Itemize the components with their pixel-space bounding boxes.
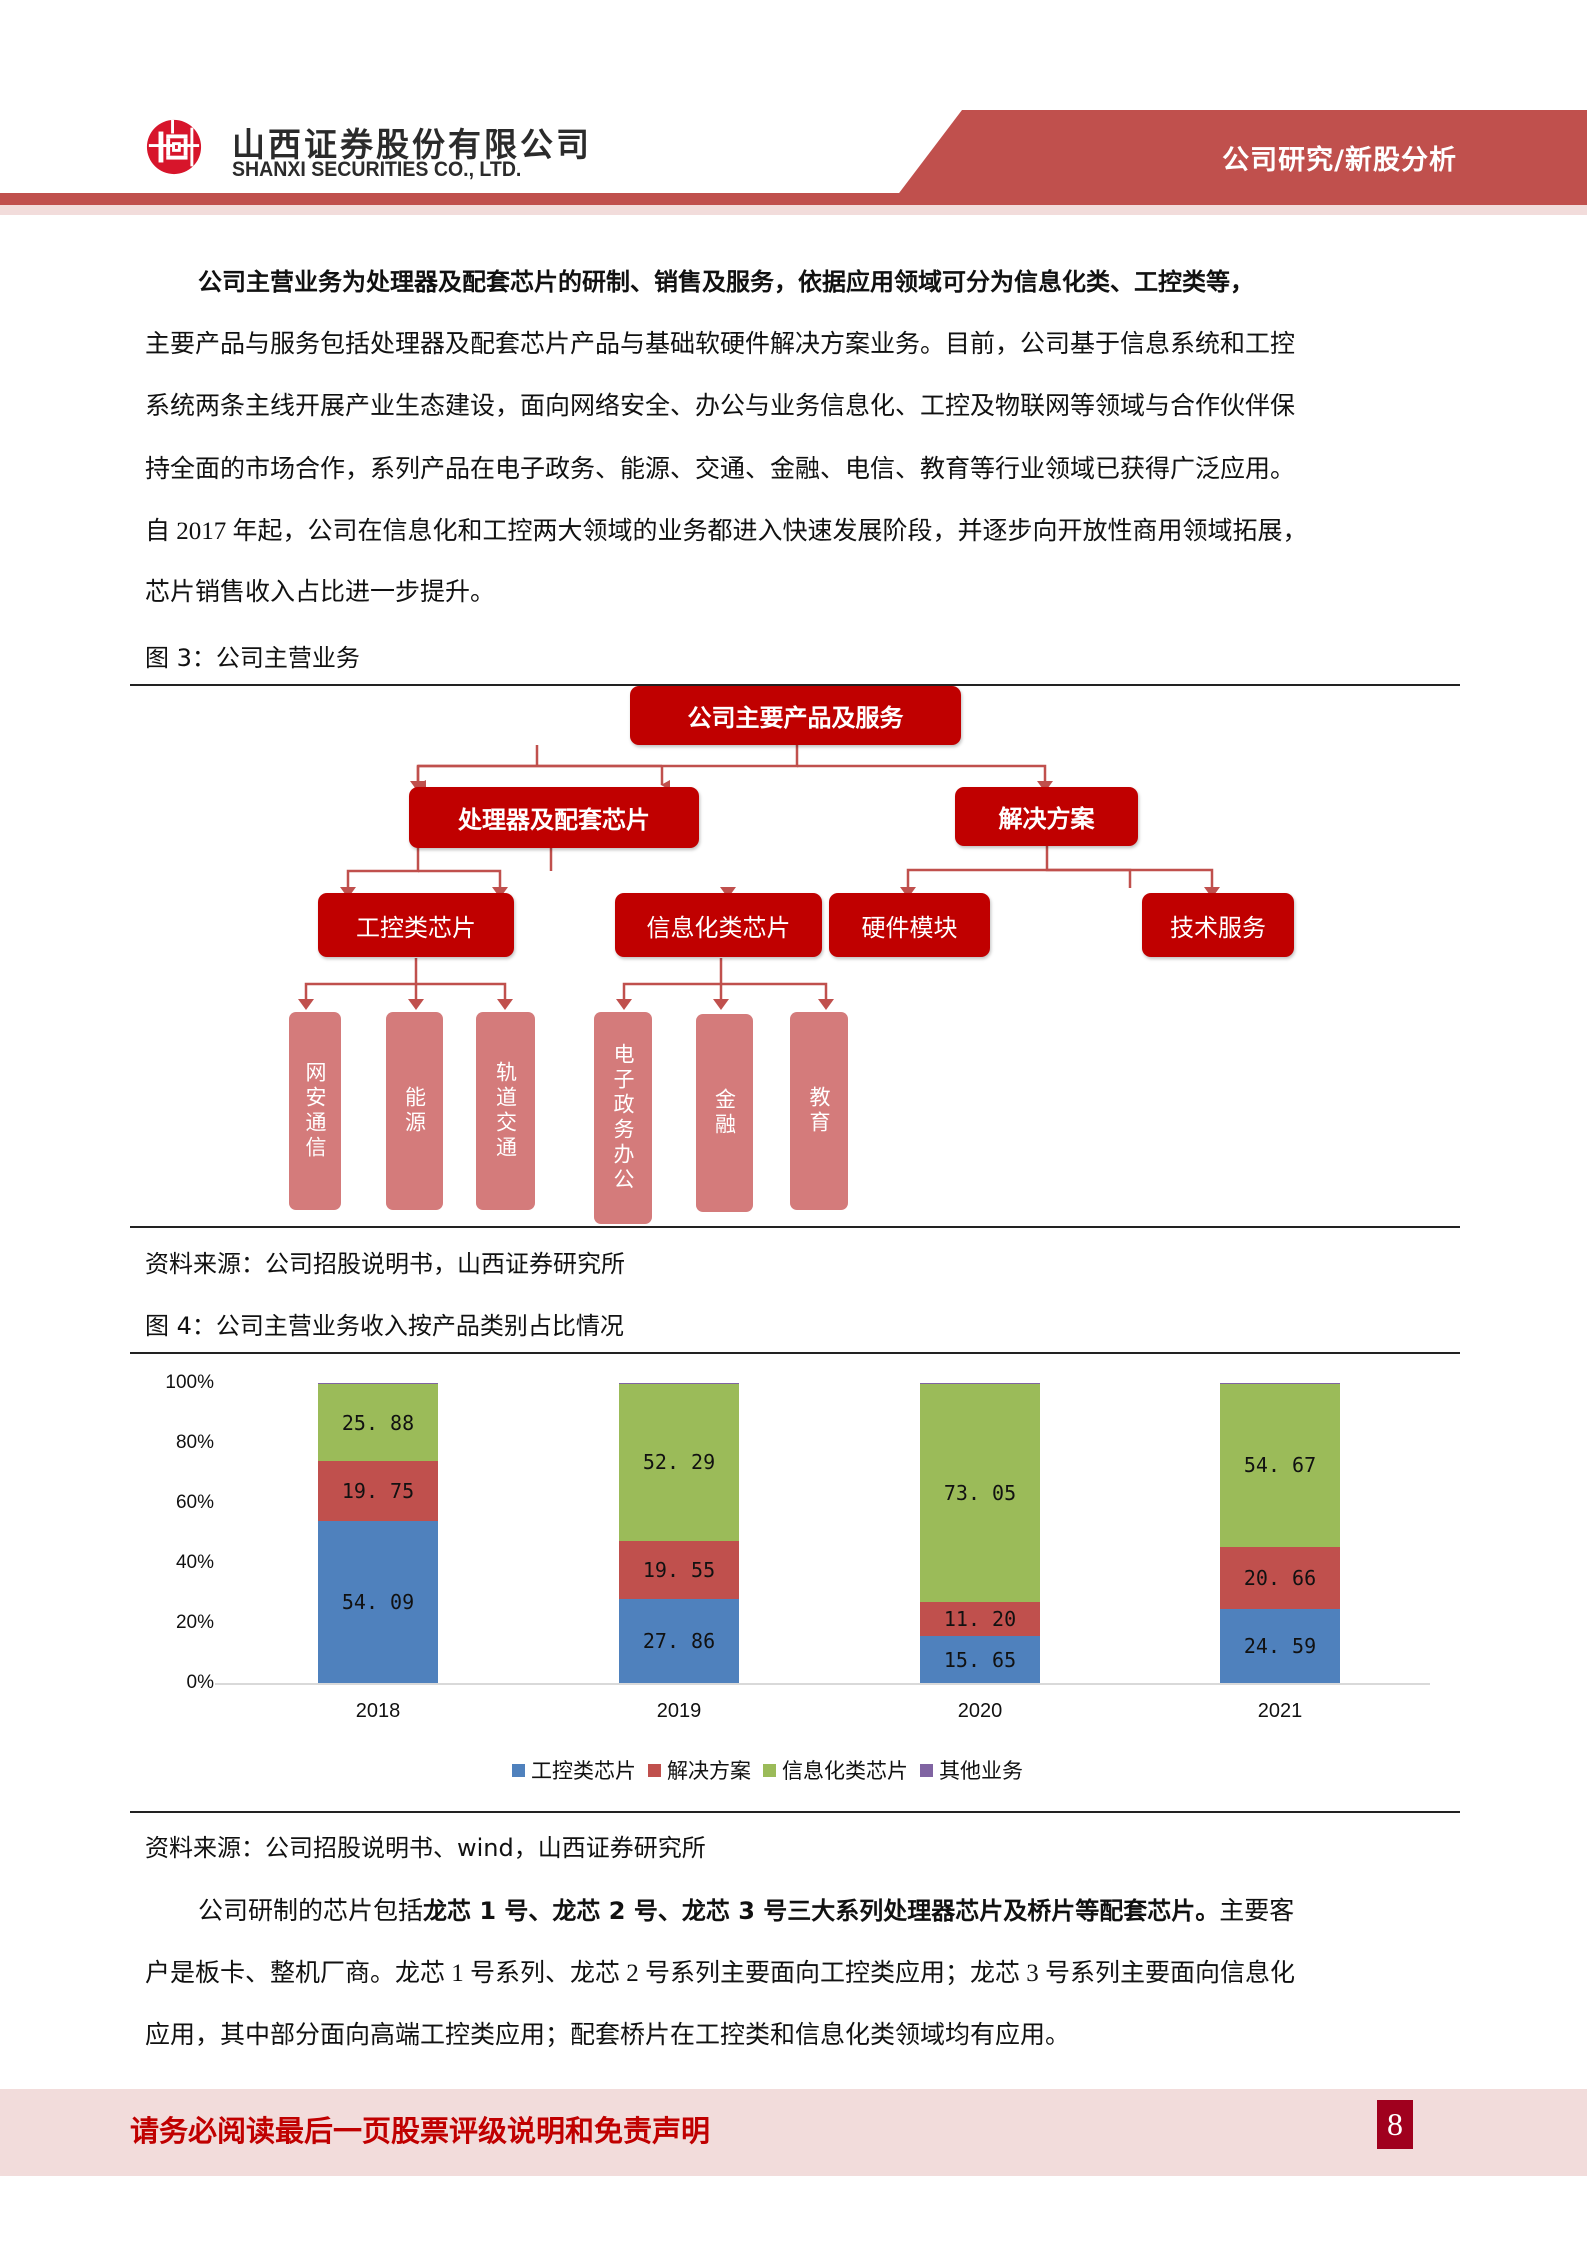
- bar-stack-2021: 24. 59 20. 66 54. 67: [1220, 1383, 1340, 1683]
- bar-segment: 11. 20: [920, 1602, 1040, 1637]
- y-tick: 100%: [165, 1372, 214, 1393]
- section-tab: [890, 110, 1587, 205]
- closing-line: 公司研制的芯片包括龙芯 1 号、龙芯 2 号、龙芯 3 号三大系列处理器芯片及桥…: [198, 1897, 1295, 1925]
- figure3-bottom-rule: [130, 1226, 1460, 1228]
- intro-line: 系统两条主线开展产业生态建设，面向网络安全、办公与业务信息化、工控及物联网等领域…: [145, 393, 1296, 420]
- bar-segment: 19. 75: [318, 1461, 438, 1521]
- diagram-node-informatization-chips: 信息化类芯片: [615, 893, 822, 957]
- figure3-top-rule: [130, 684, 1460, 686]
- bar-segment: 15. 65: [920, 1636, 1040, 1683]
- diagram-leaf-education: 教育: [790, 1012, 848, 1210]
- disclaimer-link[interactable]: 请务必阅读最后一页股票评级说明和免责声明: [130, 2114, 711, 2148]
- header-rule-pink: [0, 205, 1587, 215]
- figure4-top-rule: [130, 1352, 1460, 1354]
- x-tick: 2019: [656, 1700, 702, 1722]
- diagram-leaf-finance: 金融: [696, 1014, 753, 1212]
- legend-swatch-icon: [648, 1763, 661, 1777]
- y-tick: 0%: [186, 1672, 214, 1693]
- intro-line: 公司主营业务为处理器及配套芯片的研制、销售及服务，依据应用领域可分为信息化类、工…: [198, 268, 1254, 296]
- bar-stack-2019: 27. 86 19. 55 52. 29: [619, 1383, 739, 1683]
- y-tick: 20%: [175, 1612, 214, 1633]
- bar-stack-2020: 15. 65 11. 20 73. 05: [920, 1383, 1040, 1683]
- closing-line: 应用，其中部分面向高端工控类应用；配套桥片在工控类和信息化类领域均有应用。: [145, 2022, 1071, 2049]
- figure4-caption: 图 4：公司主营业务收入按产品类别占比情况: [145, 1312, 624, 1340]
- x-tick: 2020: [957, 1700, 1003, 1722]
- bar-segment: 25. 88: [318, 1383, 438, 1462]
- diagram-root-node: 公司主要产品及服务: [630, 686, 961, 745]
- x-tick: 2018: [355, 1700, 401, 1722]
- legend-item: 信息化类芯片: [763, 1755, 908, 1785]
- intro-line: 持全面的市场合作，系列产品在电子政务、能源、交通、金融、电信、教育等行业领域已获…: [145, 456, 1296, 483]
- bar-segment: 73. 05: [920, 1383, 1040, 1603]
- shanxi-securities-logo-icon: [146, 119, 202, 175]
- figure4-bottom-rule: [130, 1811, 1460, 1813]
- y-tick: 60%: [175, 1492, 214, 1513]
- figure4-source: 资料来源：公司招股说明书、wind，山西证券研究所: [145, 1834, 706, 1862]
- bar-segment: 52. 29: [619, 1383, 739, 1541]
- intro-line: 主要产品与服务包括处理器及配套芯片产品与基础软硬件解决方案业务。目前，公司基于信…: [145, 331, 1296, 358]
- diagram-node-solutions: 解决方案: [955, 787, 1138, 846]
- diagram-node-hardware-modules: 硬件模块: [829, 893, 990, 957]
- bar-segment: [318, 1383, 438, 1384]
- diagram-node-industrial-control-chips: 工控类芯片: [318, 893, 514, 957]
- chart-legend: 工控类芯片 解决方案 信息化类芯片 其他业务: [512, 1755, 1027, 1785]
- intro-line: 芯片销售收入占比进一步提升。: [145, 579, 496, 606]
- legend-swatch-icon: [920, 1763, 933, 1777]
- bar-stack-2018: 54. 09 19. 75 25. 88: [318, 1383, 438, 1683]
- diagram-node-processor-chips: 处理器及配套芯片: [409, 787, 699, 848]
- figure3-source: 资料来源：公司招股说明书，山西证券研究所: [145, 1250, 625, 1278]
- diagram-leaf-network-security: 网安通信: [289, 1012, 341, 1210]
- company-name-cn: 山西证券股份有限公司: [232, 125, 592, 164]
- x-tick: 2021: [1257, 1700, 1303, 1722]
- header-rule-red: [0, 193, 1587, 205]
- diagram-arrows: [298, 745, 1220, 1010]
- company-name-en: SHANXI SECURITIES CO., LTD.: [232, 158, 522, 181]
- page-footer: [0, 2089, 1587, 2176]
- bar-segment: 20. 66: [1220, 1547, 1340, 1610]
- intro-line: 自 2017 年起，公司在信息化和工控两大领域的业务都进入快速发展阶段，并逐步向…: [145, 518, 1308, 545]
- x-axis-line: [215, 1683, 1430, 1685]
- legend-item: 工控类芯片: [512, 1755, 636, 1785]
- bar-segment: 19. 55: [619, 1540, 739, 1600]
- y-tick: 40%: [175, 1552, 214, 1573]
- diagram-node-technical-services: 技术服务: [1142, 893, 1294, 957]
- page-number: 8: [1377, 2100, 1413, 2149]
- bar-segment: 54. 09: [318, 1520, 438, 1683]
- diagram-leaf-energy: 能源: [386, 1012, 443, 1210]
- legend-swatch-icon: [763, 1763, 776, 1777]
- bar-segment: 54. 67: [1220, 1383, 1340, 1548]
- section-tag: 公司研究/新股分析: [1222, 145, 1457, 176]
- legend-item: 其他业务: [920, 1755, 1023, 1785]
- diagram-leaf-rail-transit: 轨道交通: [476, 1012, 535, 1210]
- figure3-caption: 图 3：公司主营业务: [145, 644, 360, 672]
- diagram-leaf-e-government: 电子政务办公: [594, 1012, 652, 1224]
- y-tick: 80%: [175, 1432, 214, 1453]
- legend-swatch-icon: [512, 1763, 525, 1777]
- closing-line: 户是板卡、整机厂商。龙芯 1 号系列、龙芯 2 号系列主要面向工控类应用；龙芯 …: [145, 1960, 1296, 1987]
- bar-segment: 27. 86: [619, 1599, 739, 1683]
- bar-segment: 24. 59: [1220, 1609, 1340, 1683]
- bar-segment: [619, 1383, 739, 1384]
- legend-item: 解决方案: [648, 1755, 751, 1785]
